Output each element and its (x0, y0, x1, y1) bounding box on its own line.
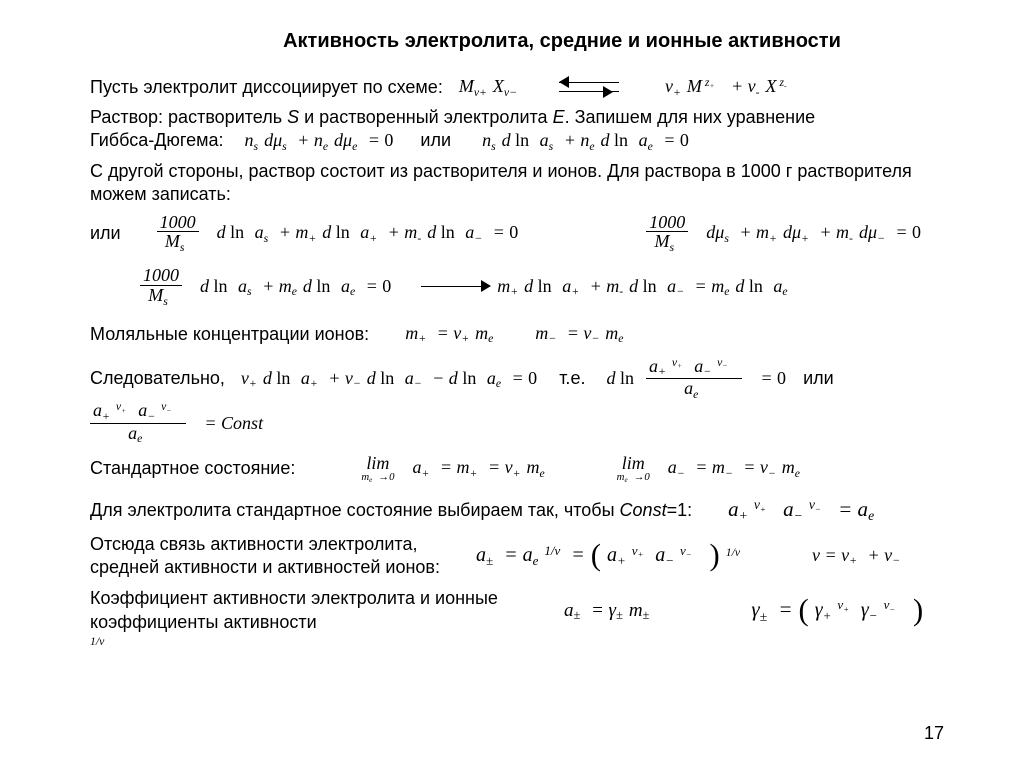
eq-formula: Mν+Xν− (459, 75, 523, 100)
line-ions: С другой стороны, раствор состоит из рас… (90, 160, 954, 207)
line-coeff: Коэффициент активности электролита и ион… (90, 587, 954, 657)
line-stdstate: Стандартное состояние: limme→0 a+ = m+ =… (90, 454, 954, 484)
equilibrium-arrow (559, 80, 629, 94)
page-title: Активность электролита, средние и ионные… (170, 30, 954, 53)
line-relation: Отсюда связь активности электролита,сред… (90, 533, 954, 580)
line-molal: Моляльные концентрации ионов: m+ = ν+me … (90, 322, 954, 347)
line-dissoc: Пусть электролит диссоциирует по схеме: … (90, 75, 954, 100)
line-consequently: Следовательно, ν+d ln a+ + ν−d ln a− − d… (90, 357, 954, 446)
arrow-icon (421, 282, 491, 292)
line-eq6: 1000Ms d ln as + med ln ae = 0 m+d ln a+… (90, 266, 954, 308)
line-const1: Для электролита стандартное состояние вы… (90, 496, 954, 525)
line-eq4row: или 1000Ms d ln as + m+d ln a+ + m-d ln … (90, 213, 954, 255)
line-gibbs: Раствор: растворитель S и растворенный э… (90, 106, 954, 154)
page-number: 17 (924, 723, 944, 744)
